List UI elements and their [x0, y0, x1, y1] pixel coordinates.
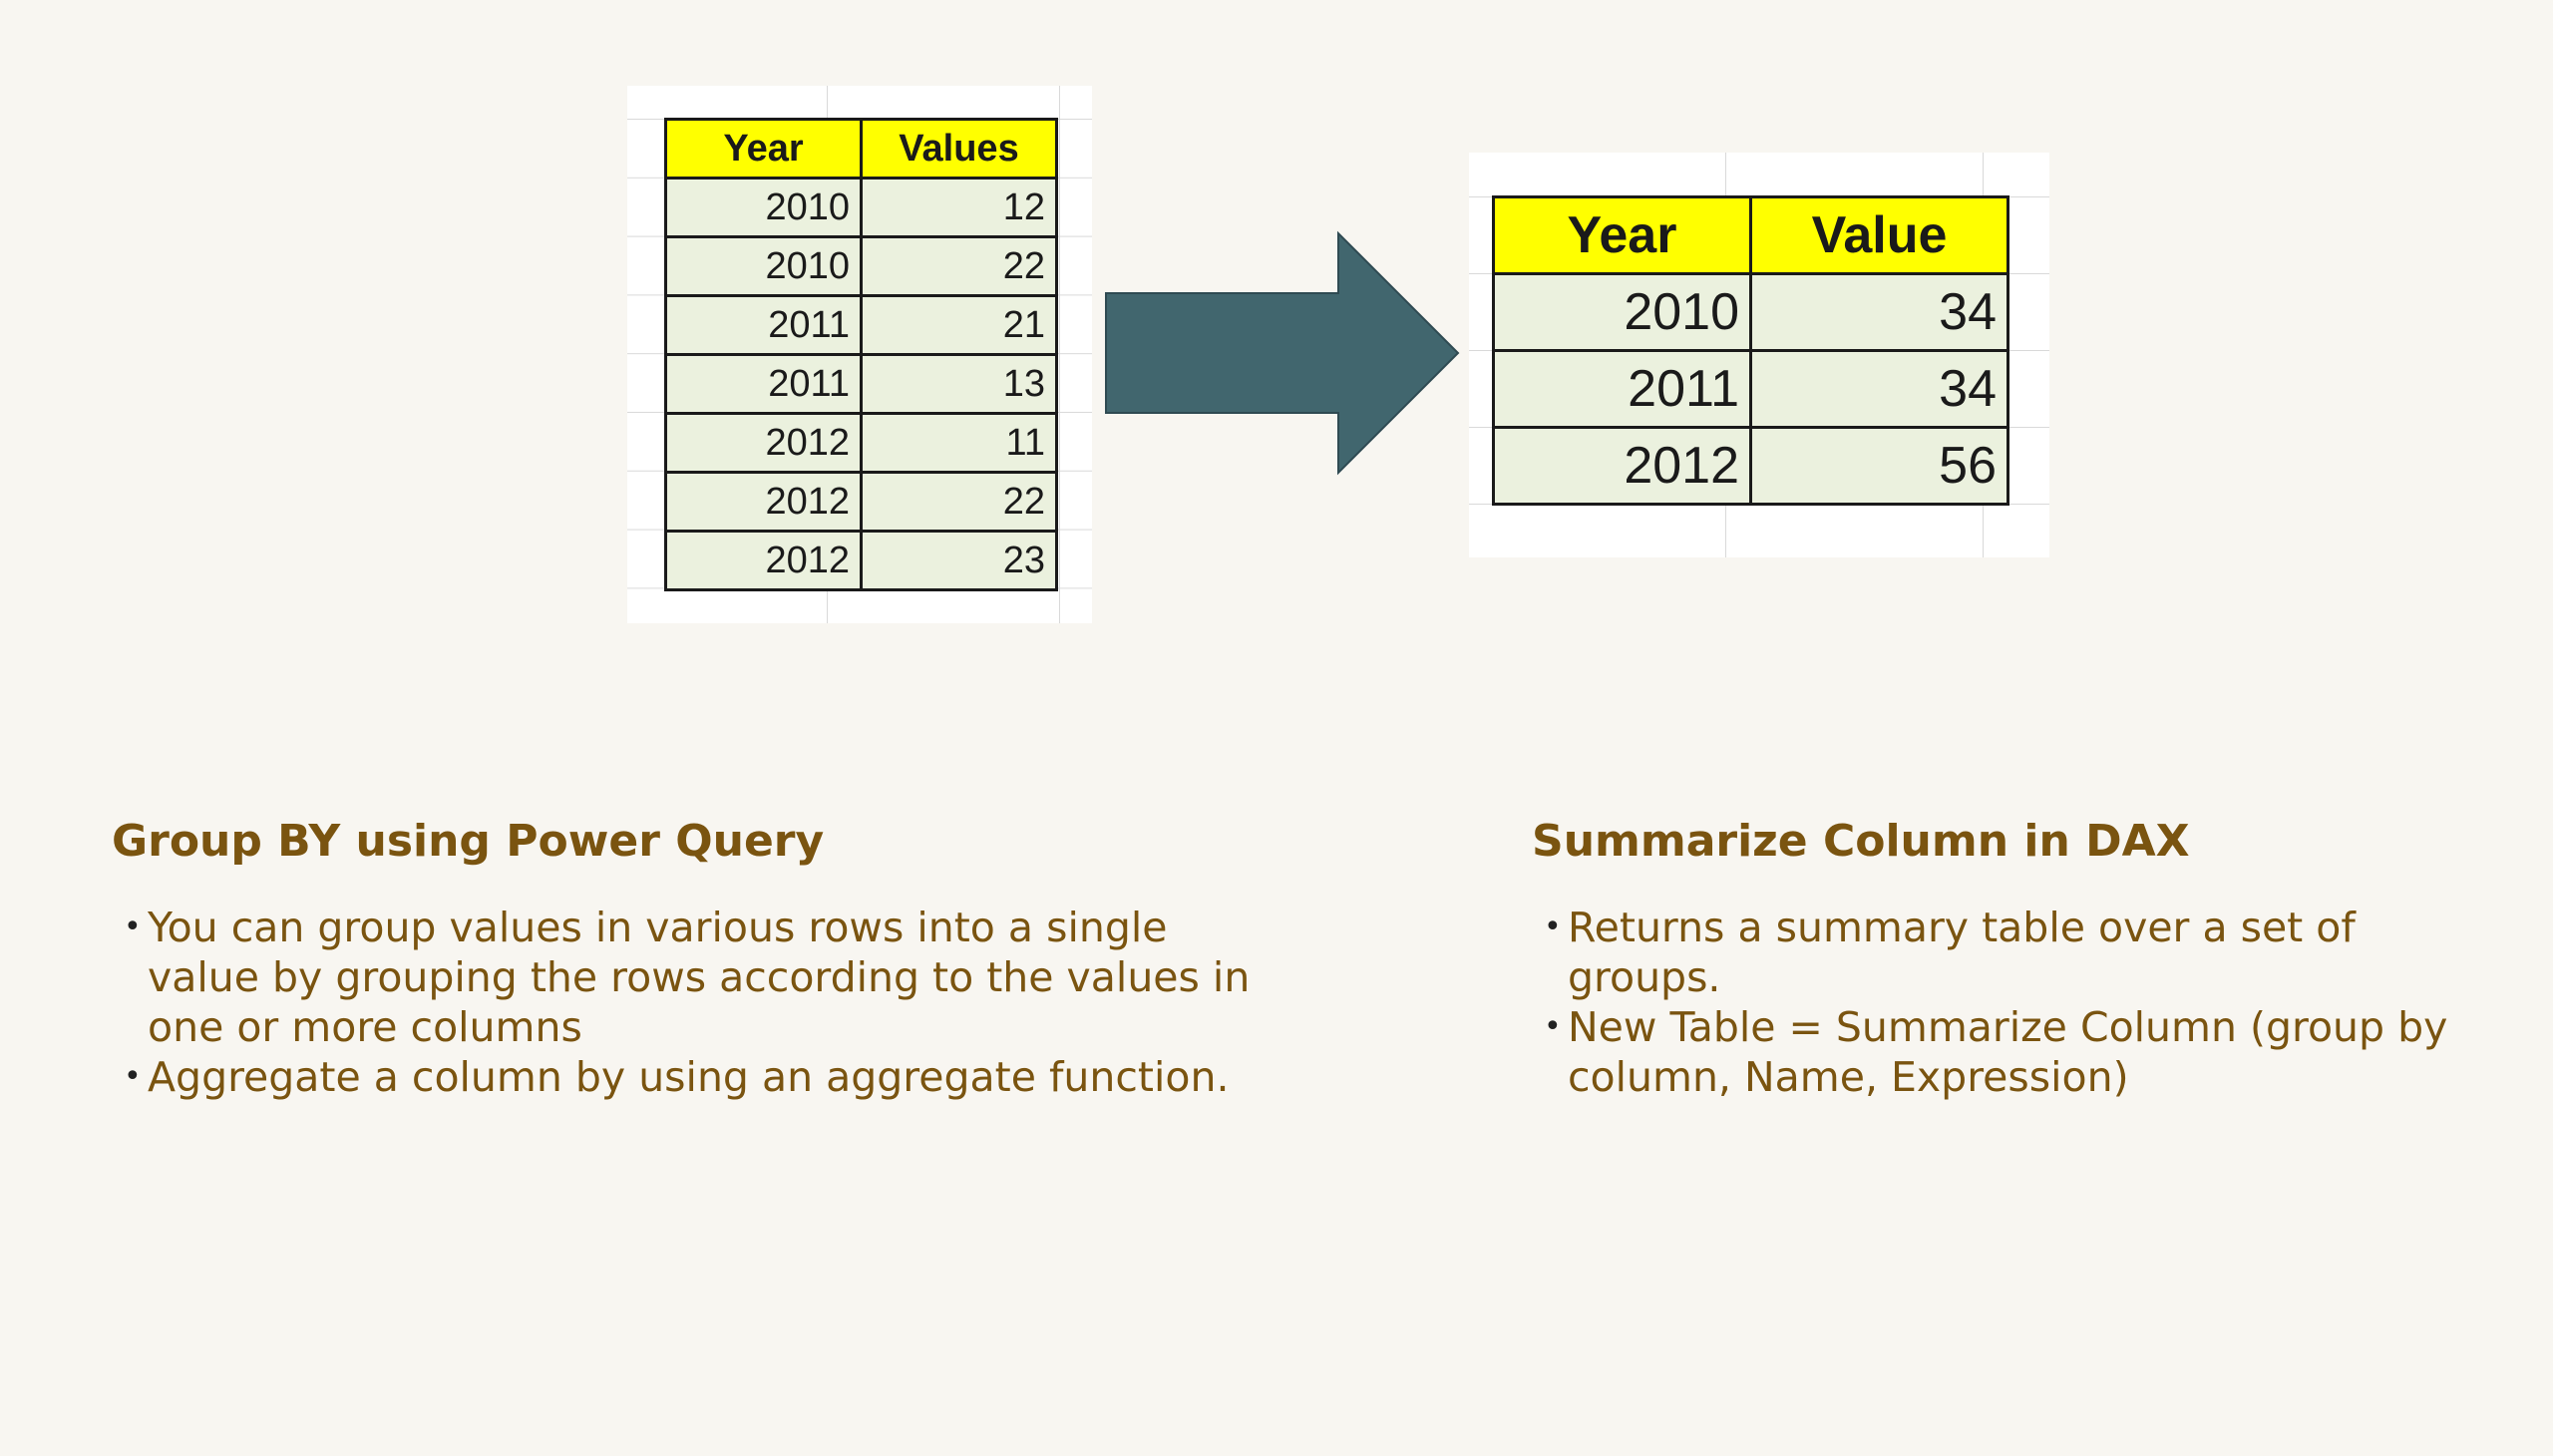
right-arrow-icon	[1105, 230, 1460, 476]
source-table: Year Values 2010 12 2010 22 2011 21 2011…	[664, 118, 1058, 591]
column-header-values: Values	[860, 118, 1058, 180]
year-cell: 2011	[664, 353, 863, 415]
column-header-value: Value	[1749, 195, 2009, 275]
value-cell: 34	[1749, 349, 2009, 429]
value-cell: 21	[860, 294, 1058, 356]
year-cell: 2012	[664, 471, 863, 533]
value-cell: 22	[860, 235, 1058, 297]
year-cell: 2011	[664, 294, 863, 356]
summary-table-image: Year Value 2010 34 2011 34 2012 56	[1469, 153, 2049, 557]
power-query-bullet-list: You can group values in various rows int…	[112, 903, 1288, 1102]
year-cell: 2010	[1492, 272, 1752, 352]
list-item: New Table = Summarize Column (group by c…	[1532, 1002, 2469, 1102]
table-row: 2011 13	[664, 353, 1058, 415]
list-item: Returns a summary table over a set of gr…	[1532, 903, 2469, 1002]
table-row: 2012 22	[664, 471, 1058, 533]
dax-bullet-list: Returns a summary table over a set of gr…	[1532, 903, 2469, 1102]
table-row: 2011 34	[1492, 349, 2009, 429]
value-cell: 13	[860, 353, 1058, 415]
year-cell: 2010	[664, 235, 863, 297]
table-row: 2010 34	[1492, 272, 2009, 352]
value-cell: 23	[860, 530, 1058, 591]
table-header-row: Year Value	[1492, 195, 2009, 275]
section-heading-power-query: Group BY using Power Query	[112, 816, 825, 867]
value-cell: 12	[860, 177, 1058, 238]
value-cell: 22	[860, 471, 1058, 533]
column-header-year: Year	[664, 118, 863, 180]
value-cell: 11	[860, 412, 1058, 474]
value-cell: 56	[1749, 426, 2009, 506]
summary-table: Year Value 2010 34 2011 34 2012 56	[1492, 195, 2009, 506]
year-cell: 2012	[1492, 426, 1752, 506]
year-cell: 2012	[664, 530, 863, 591]
table-row: 2011 21	[664, 294, 1058, 356]
year-cell: 2011	[1492, 349, 1752, 429]
table-row: 2012 23	[664, 530, 1058, 591]
year-cell: 2012	[664, 412, 863, 474]
list-item: You can group values in various rows int…	[112, 903, 1288, 1052]
table-row: 2010 12	[664, 177, 1058, 238]
list-item: Aggregate a column by using an aggregate…	[112, 1052, 1288, 1102]
table-row: 2010 22	[664, 235, 1058, 297]
source-table-image: Year Values 2010 12 2010 22 2011 21 2011…	[627, 86, 1092, 623]
year-cell: 2010	[664, 177, 863, 238]
value-cell: 34	[1749, 272, 2009, 352]
table-header-row: Year Values	[664, 118, 1058, 180]
section-heading-dax: Summarize Column in DAX	[1532, 816, 2190, 867]
column-header-year: Year	[1492, 195, 1752, 275]
table-row: 2012 11	[664, 412, 1058, 474]
table-row: 2012 56	[1492, 426, 2009, 506]
